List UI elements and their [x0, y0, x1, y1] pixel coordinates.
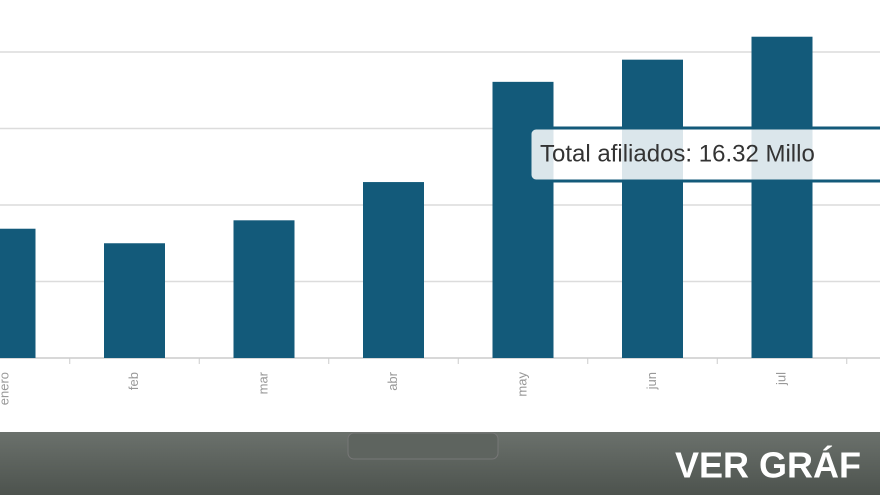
- x-tick-label: abr: [385, 371, 400, 390]
- bar: [622, 59, 683, 359]
- scroll-pill: [347, 432, 499, 460]
- plot: enero feb mar abr may jun jul: [0, 36, 880, 405]
- bar: [104, 243, 165, 358]
- x-tick-label: jul: [773, 372, 788, 386]
- x-tick-label: jun: [644, 372, 659, 390]
- x-tick-label: enero: [0, 372, 11, 405]
- tooltip: Total afiliados: 16.32 Millo: [540, 140, 815, 167]
- bar: [751, 36, 813, 358]
- x-tick-label: feb: [126, 372, 141, 390]
- bar: [363, 182, 424, 358]
- tooltip-box: [528, 126, 880, 183]
- bar: [492, 81, 554, 358]
- banner-text[interactable]: VER GRÁF: [675, 445, 861, 486]
- x-tick-label: mar: [255, 371, 270, 394]
- bar: [0, 228, 36, 358]
- bar: [233, 220, 295, 358]
- x-tick-label: may: [514, 372, 529, 397]
